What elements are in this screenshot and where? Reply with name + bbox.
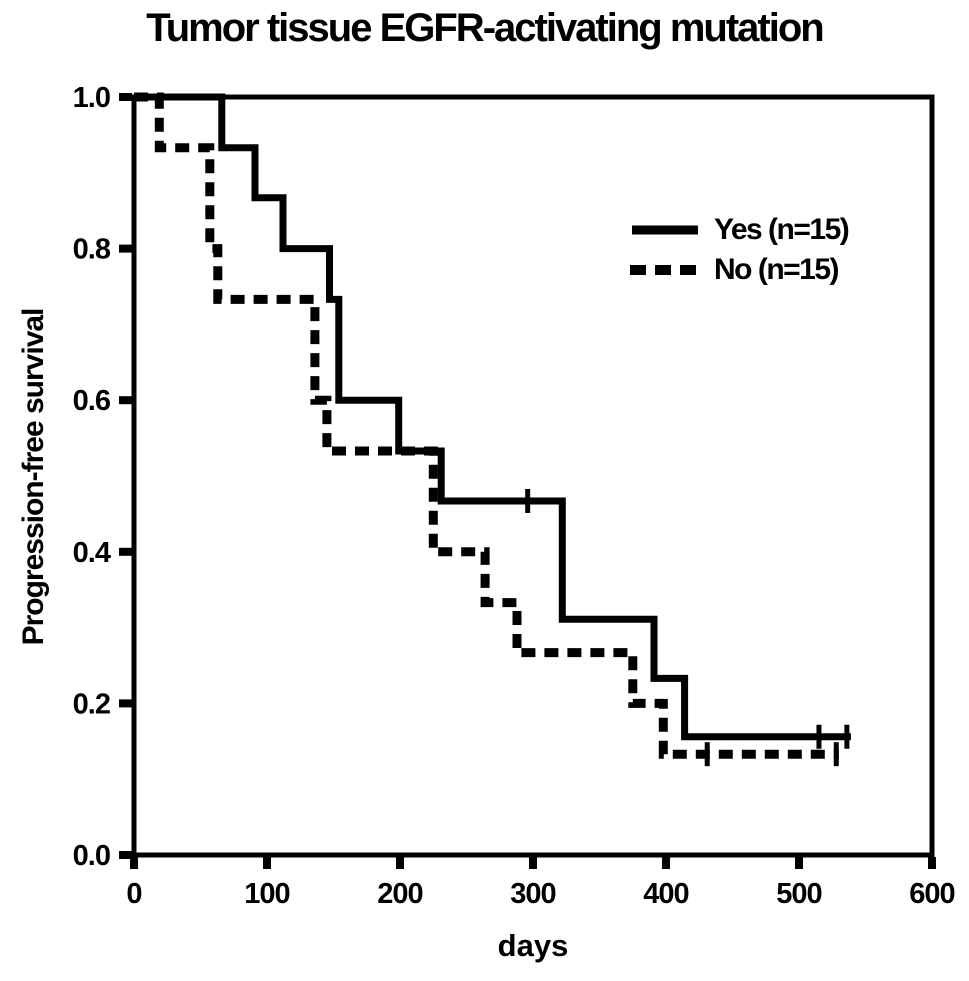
x-axis-tick-label: 100 [244,878,289,910]
km-curve-no [134,92,839,759]
legend-label-yes: Yes (n=15) [714,213,850,246]
legend-item-yes: Yes (n=15) [630,213,850,247]
solid-line-icon [632,225,698,235]
y-axis-tick-label: 0.2 [73,688,110,720]
x-axis-tick-label: 600 [909,878,954,910]
x-axis-title: days [497,928,569,963]
x-axis-tick-label: 0 [126,878,141,910]
legend-label-no: No (n=15) [714,253,840,286]
x-axis-tick-label: 300 [510,878,555,910]
x-axis-tick-label: 400 [643,878,688,910]
x-axis-tick-label: 200 [377,878,422,910]
y-axis-tick-label: 1.0 [73,82,110,114]
y-axis-tick-label: 0.4 [73,537,111,569]
y-axis-tick-label: 0.0 [73,840,110,872]
plot-border [131,94,935,858]
x-axis-tick-label: 500 [776,878,821,910]
km-curve-yes [134,93,851,741]
legend: Yes (n=15) No (n=15) [630,213,850,287]
dashed-line-icon [630,265,700,275]
legend-item-no: No (n=15) [630,253,848,287]
y-axis-tick-label: 0.8 [73,234,111,266]
y-axis-tick-label: 0.6 [73,385,111,417]
chart-title: Tumor tissue EGFR-activating mutation [146,6,824,50]
